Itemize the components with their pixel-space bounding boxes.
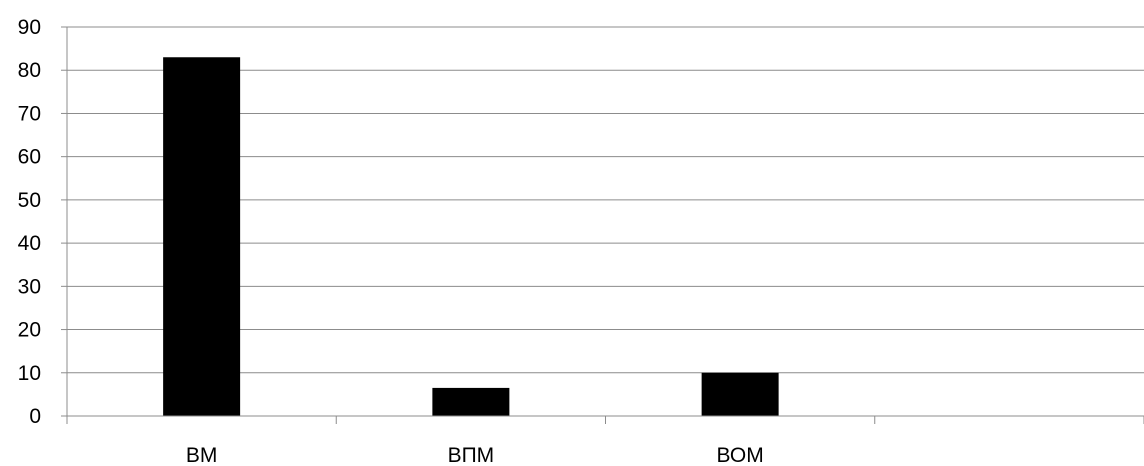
axes (61, 26, 1144, 424)
x-tick-label: ВМ (186, 444, 218, 466)
y-tick-label: 50 (18, 189, 41, 212)
x-tick-label: ВОМ (717, 444, 764, 466)
y-tick-label: 60 (18, 146, 41, 169)
y-tick-label: 30 (18, 275, 41, 298)
y-tick-labels: 0 10 20 30 40 50 60 70 80 90 (18, 16, 41, 428)
y-tick-label: 20 (18, 319, 41, 342)
bar-2 (432, 387, 510, 416)
y-tick-label: 90 (18, 16, 41, 39)
bar-3 (701, 372, 779, 416)
bars (163, 57, 779, 416)
y-tick-label: 70 (18, 102, 41, 125)
x-tick-labels: ВМ ВПМ ВОМ (186, 444, 764, 466)
y-tick-label: 80 (18, 59, 41, 82)
bar-1 (163, 57, 241, 416)
x-tick-label: ВПМ (448, 444, 495, 466)
y-tick-label: 10 (18, 362, 41, 385)
gridlines (67, 26, 1144, 374)
y-tick-label: 0 (29, 405, 41, 428)
y-tick-label: 40 (18, 232, 41, 255)
